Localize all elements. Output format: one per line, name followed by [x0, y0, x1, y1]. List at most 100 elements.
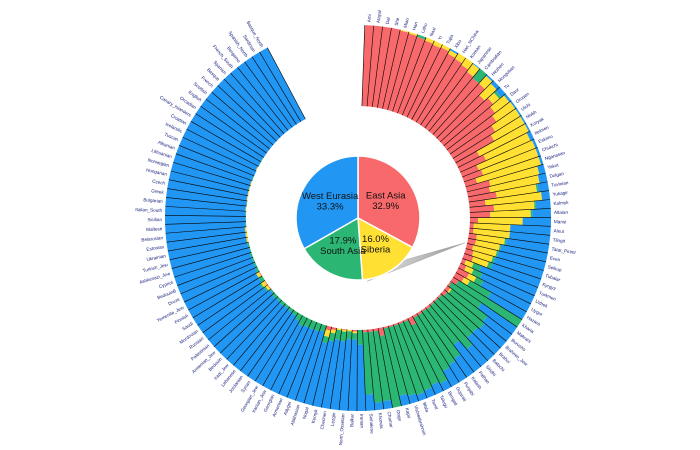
- segment-selkup-south-asia: [495, 250, 499, 258]
- segment-mordovian-east-asia: [264, 280, 268, 286]
- population-label-norwegian: Norwegian: [147, 157, 170, 168]
- segment-icelandic-siberia: [255, 166, 259, 172]
- segment-mansi-siberia: [477, 217, 523, 226]
- segment-kalash-west-eurasia: [453, 354, 475, 378]
- bar-separator: [182, 136, 257, 172]
- population-label-miao: Miao: [403, 17, 410, 28]
- bar-separator: [223, 78, 281, 138]
- segment-croatian-west-eurasia: [186, 121, 262, 167]
- segment-uygur-siberia: [466, 273, 477, 283]
- bar-separator: [443, 289, 507, 342]
- segment-saudi-west-eurasia: [192, 278, 262, 326]
- bar-separator: [372, 328, 385, 410]
- segment-tubalar-west-eurasia: [493, 256, 544, 280]
- segment-czech-siberia: [246, 195, 249, 201]
- segment-kyrgyz-east-asia: [462, 253, 474, 262]
- population-label-ulchi: Ulchi: [520, 102, 531, 112]
- bar-separator: [251, 56, 297, 125]
- segment-yi-east-asia: [402, 44, 441, 118]
- bar-separator: [170, 170, 250, 192]
- segment-tujia-east-asia: [407, 47, 449, 120]
- segment-belarusian-west-eurasia: [165, 226, 246, 243]
- segment-bedouin-west-eurasia: [220, 298, 281, 360]
- bar-separator: [247, 309, 295, 377]
- segment-druze-west-eurasia: [180, 262, 256, 303]
- segment-finnish-west-eurasia: [188, 273, 259, 318]
- population-label-sinhalese: Sinhalese: [368, 413, 374, 434]
- bar-separator: [202, 284, 269, 333]
- segment-italian-south-south-asia: [245, 211, 247, 217]
- segment-mordovian-south-asia: [259, 283, 265, 289]
- bar-separator: [200, 105, 267, 154]
- segment-kumyk-west-eurasia: [312, 340, 335, 408]
- segment-tlingit-west-eurasia: [509, 231, 551, 245]
- bar-separator: [420, 57, 466, 126]
- segment-syrian-south-asia: [291, 309, 299, 317]
- segment-tu-west-eurasia: [495, 86, 506, 98]
- segment-makrani-west-eurasia: [477, 302, 518, 335]
- segment-nivkh-east-asia: [452, 134, 495, 163]
- bar-separator: [458, 267, 531, 305]
- segment-syrian-west-eurasia: [247, 313, 297, 382]
- segment-xibo-siberia: [447, 49, 458, 58]
- bar-separator: [433, 300, 489, 362]
- segment-brahmin-jew-south-asia: [443, 292, 485, 330]
- segment-tuvinian-west-eurasia: [537, 181, 550, 193]
- population-label-balkar: Balkar: [349, 413, 354, 427]
- population-label-onge: Onge: [395, 409, 402, 421]
- bar-separator: [177, 256, 254, 286]
- pie-label-percent: 32.9%: [372, 201, 399, 212]
- bar-separator: [329, 328, 343, 410]
- pie-label-siberia: 16.0% Siberia: [361, 234, 391, 256]
- population-label-lahu: Lahu: [420, 22, 428, 34]
- segment-sinhalese-west-eurasia: [365, 394, 375, 411]
- segment-ami-east-asia: [361, 25, 374, 107]
- segment-khonda-east-asia: [367, 329, 374, 332]
- segment-uzbek-west-eurasia: [480, 272, 535, 304]
- pie-slice-west-eurasia: [295, 155, 359, 250]
- population-label-tuvinian: Tuvinian: [551, 180, 569, 188]
- bar-separator: [392, 324, 419, 402]
- segment-kyrgyz-siberia: [471, 256, 489, 268]
- bar-separator: [428, 68, 481, 132]
- segment-hazara-east-asia: [453, 272, 465, 283]
- population-label-sicilian: Sicilian: [147, 217, 162, 222]
- segment-han-nchina-east-asia: [416, 58, 463, 126]
- segment-spanish-north-west-eurasia: [244, 56, 297, 128]
- segment-russian-siberia: [265, 285, 271, 291]
- bar-separator: [312, 326, 332, 406]
- segment-italian-south-west-eurasia: [165, 206, 246, 217]
- segment-kalmyk-west-eurasia: [535, 199, 551, 210]
- segment-armenian-jew-west-eurasia: [214, 294, 276, 354]
- segment-pathan-west-eurasia: [453, 340, 482, 373]
- segment-ukrainian-siberia: [246, 237, 249, 243]
- population-label-mala: Mala: [422, 402, 430, 413]
- bar-separator: [366, 25, 374, 107]
- bar-separator: [416, 313, 460, 383]
- segment-cypriot-south-asia: [249, 252, 254, 258]
- segment-sinhalese-south-asia: [362, 331, 374, 395]
- bar-separator: [407, 318, 444, 392]
- bar-separator: [455, 122, 527, 164]
- bar-separator: [338, 329, 348, 411]
- segment-mongolian-siberia: [479, 83, 497, 101]
- population-label-nogai: Nogai: [302, 407, 310, 420]
- bar-separator: [367, 329, 376, 411]
- segment-nganasan-siberia: [475, 156, 542, 184]
- bar-separator: [165, 226, 247, 234]
- bar-separator: [464, 253, 542, 280]
- segment-itelmen-siberia: [483, 132, 531, 161]
- segment-tu-south-asia: [493, 90, 502, 99]
- segment-bengali-west-eurasia: [439, 379, 452, 392]
- segment-chamar-east-asia: [372, 328, 379, 332]
- bar-separator: [460, 262, 535, 297]
- segment-georgian-west-eurasia: [270, 325, 309, 394]
- segment-xibo-west-eurasia: [449, 48, 459, 55]
- population-label-koryak: Koryak: [530, 116, 546, 127]
- bar-separator: [166, 231, 247, 243]
- bar-separator: [205, 98, 270, 150]
- segment-belarusian-siberia: [244, 226, 247, 233]
- segment-palestinian-west-eurasia: [208, 289, 274, 347]
- segment-tu-east-asia: [440, 97, 494, 146]
